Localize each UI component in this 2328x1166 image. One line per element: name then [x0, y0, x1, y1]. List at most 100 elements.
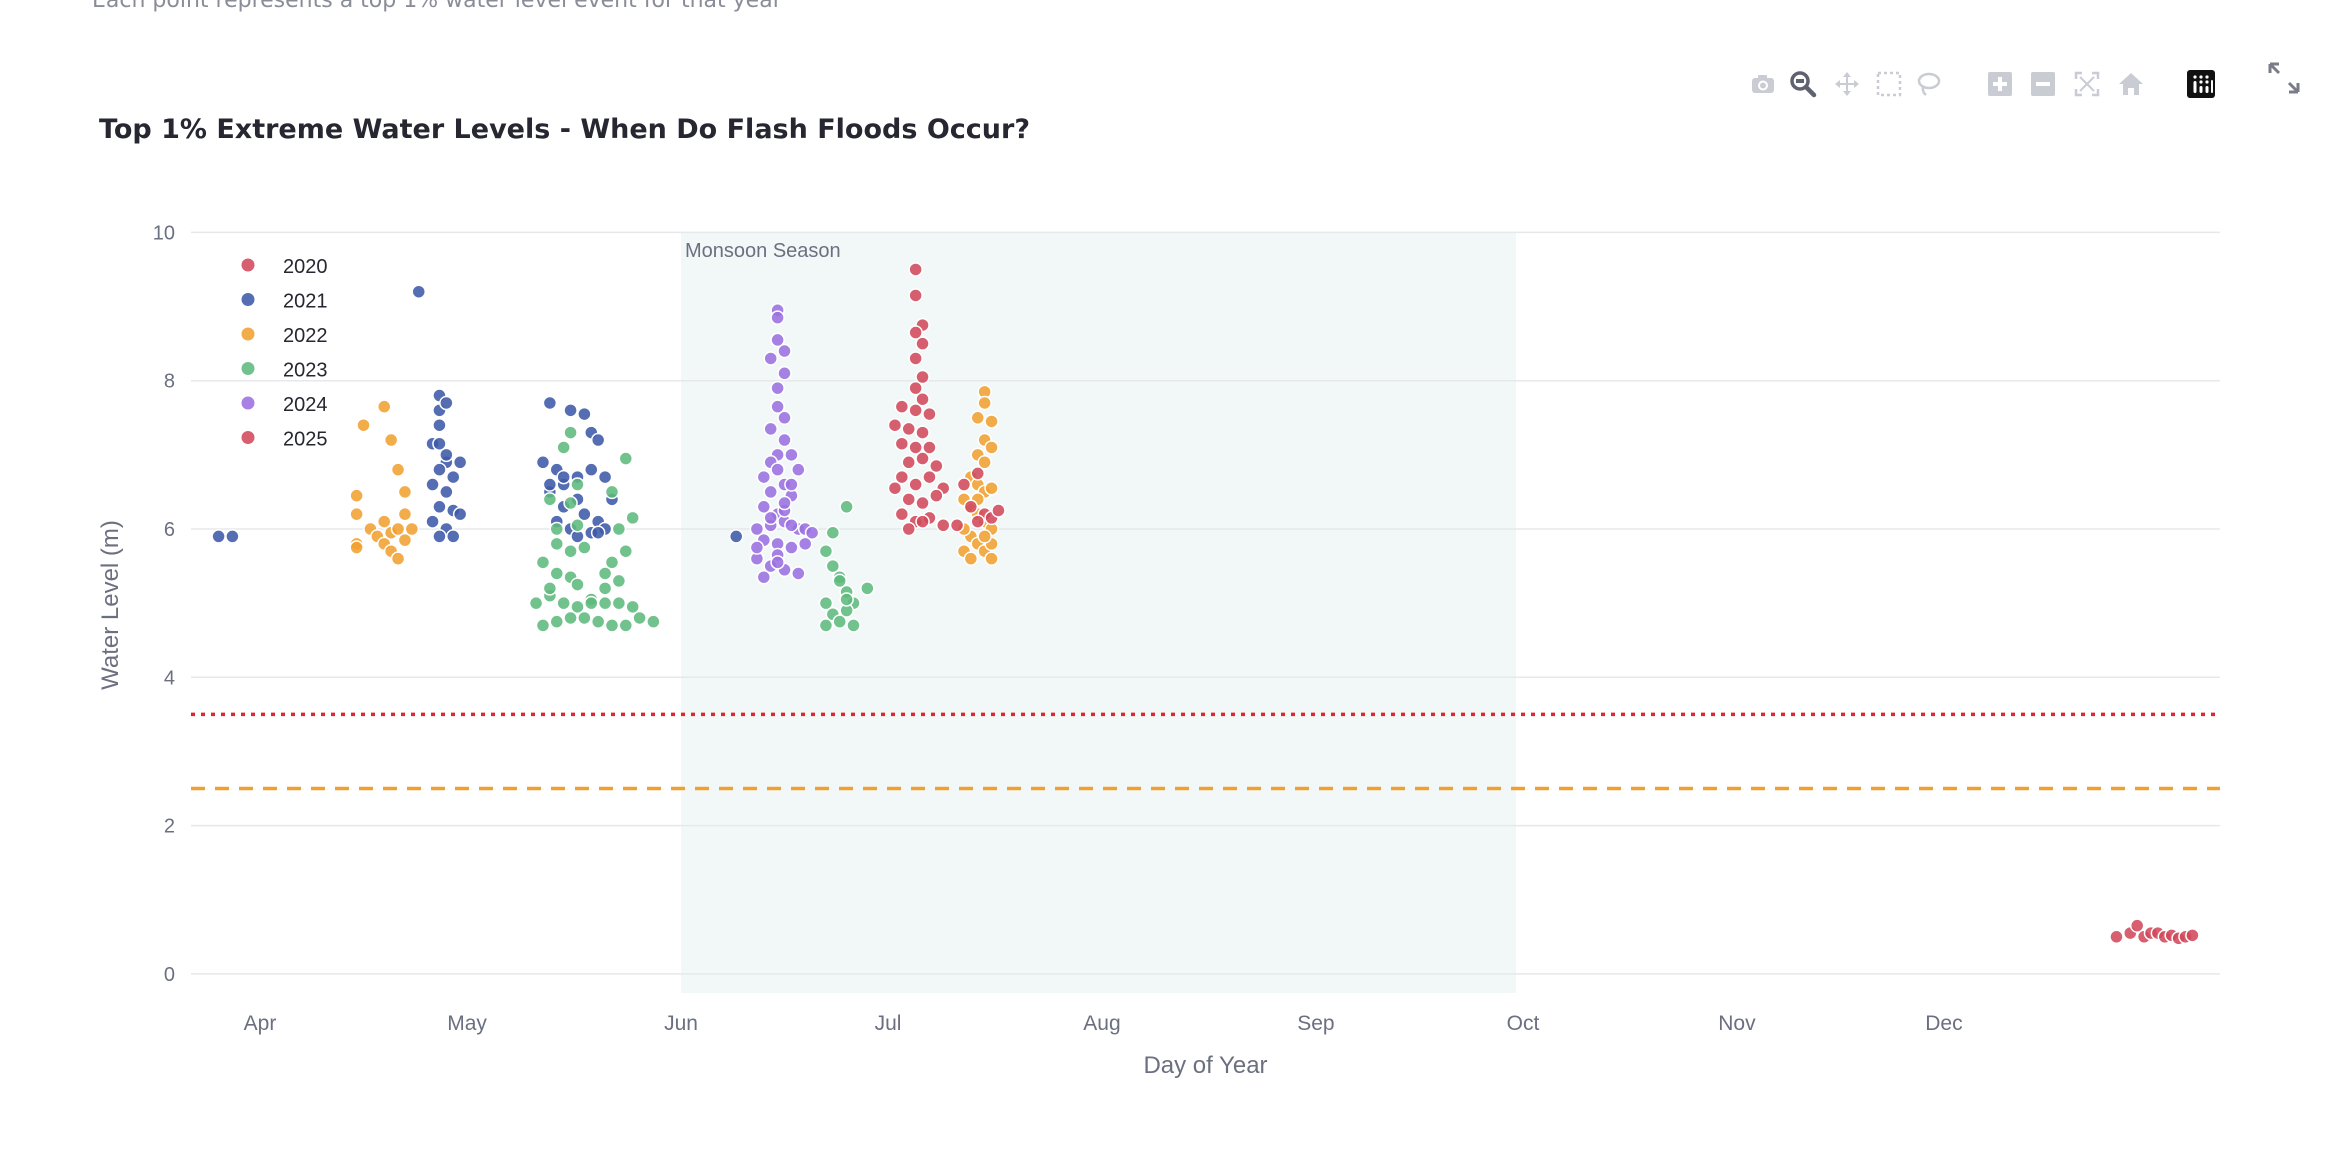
- data-point: [542, 395, 558, 411]
- data-point: [777, 432, 792, 448]
- data-point: [376, 399, 392, 414]
- x-tick-label: Jun: [664, 1012, 698, 1035]
- data-point: [590, 614, 606, 629]
- data-point: [977, 455, 992, 470]
- data-point: [542, 477, 558, 492]
- data-point: [225, 529, 240, 544]
- data-point: [604, 555, 620, 570]
- legend-marker: [241, 362, 255, 375]
- data-point: [556, 440, 571, 455]
- data-point: [887, 480, 903, 496]
- box-select-icon[interactable]: [1871, 66, 1907, 102]
- camera-icon[interactable]: [1745, 66, 1781, 102]
- zoom-out-icon[interactable]: [2025, 66, 2061, 102]
- data-point: [625, 510, 640, 526]
- data-point: [542, 581, 558, 596]
- data-point: [611, 573, 627, 589]
- data-point: [804, 525, 820, 540]
- legend-item-2024: 2024: [283, 394, 328, 416]
- data-point: [832, 614, 847, 629]
- chart-subtitle: Each point represents a top 1% water lev…: [92, 0, 782, 13]
- y-axis-title: Water Level (m): [97, 520, 124, 690]
- data-point: [376, 514, 392, 529]
- fullscreen-icon[interactable]: [2266, 60, 2302, 96]
- data-point: [397, 506, 413, 522]
- plotly-logo-icon[interactable]: [2183, 66, 2219, 102]
- data-point: [570, 599, 585, 615]
- data-point: [908, 380, 923, 396]
- data-point: [618, 543, 634, 559]
- data-point: [894, 506, 910, 522]
- data-point: [777, 343, 792, 359]
- zoom-in-icon[interactable]: [1982, 66, 2018, 102]
- data-point: [777, 366, 792, 381]
- data-point: [556, 469, 571, 485]
- data-point: [597, 581, 613, 596]
- data-point: [549, 521, 565, 537]
- data-point: [397, 532, 413, 548]
- data-point: [901, 421, 916, 437]
- data-point: [577, 540, 592, 555]
- data-point: [763, 510, 778, 526]
- data-point: [929, 458, 944, 474]
- data-point: [563, 543, 578, 559]
- data-point: [432, 417, 447, 433]
- data-point: [970, 466, 986, 481]
- data-point: [584, 595, 599, 611]
- monsoon-label: Monsoon Season: [685, 240, 841, 262]
- data-point: [915, 391, 930, 407]
- data-point: [922, 469, 937, 485]
- data-point: [439, 484, 454, 500]
- lasso-select-icon[interactable]: [1911, 66, 1947, 102]
- data-point: [963, 499, 979, 515]
- data-point: [901, 521, 916, 537]
- data-point: [390, 551, 406, 566]
- data-point: [763, 484, 778, 500]
- data-point: [839, 592, 854, 607]
- monsoon-region: [680, 233, 1517, 993]
- data-point: [390, 462, 406, 477]
- reset-axes-icon[interactable]: [2113, 66, 2149, 102]
- data-point: [963, 551, 979, 566]
- data-point: [915, 336, 930, 351]
- y-tick-label: 4: [164, 667, 175, 689]
- data-point: [977, 529, 992, 544]
- data-point: [825, 525, 841, 540]
- data-point: [887, 417, 903, 433]
- pan-icon[interactable]: [1829, 66, 1865, 102]
- data-point: [570, 477, 585, 492]
- data-point: [563, 495, 578, 511]
- data-point: [584, 462, 599, 477]
- data-point: [425, 477, 440, 492]
- data-point: [894, 436, 910, 451]
- data-point: [577, 506, 592, 522]
- data-point: [2129, 918, 2145, 933]
- data-point: [446, 529, 461, 544]
- autoscale-icon[interactable]: [2069, 66, 2105, 102]
- data-point: [432, 462, 447, 477]
- data-point: [908, 440, 923, 455]
- data-point: [922, 440, 937, 455]
- data-point: [432, 499, 447, 515]
- data-point: [542, 492, 558, 507]
- data-point: [646, 614, 661, 629]
- data-point: [556, 595, 571, 611]
- data-point: [604, 484, 620, 500]
- data-point: [611, 521, 627, 537]
- data-point: [563, 610, 578, 626]
- data-point: [2109, 929, 2124, 945]
- data-point: [818, 543, 834, 559]
- data-point: [563, 403, 578, 418]
- data-point: [832, 573, 847, 589]
- data-point: [915, 495, 930, 511]
- data-point: [901, 492, 916, 507]
- data-point: [935, 518, 951, 533]
- data-point: [439, 447, 454, 463]
- zoom-icon[interactable]: [1785, 66, 1821, 102]
- data-point: [632, 610, 647, 626]
- legend-marker: [241, 327, 255, 341]
- data-point: [604, 618, 620, 633]
- data-point: [977, 395, 992, 411]
- legend-marker: [241, 431, 255, 444]
